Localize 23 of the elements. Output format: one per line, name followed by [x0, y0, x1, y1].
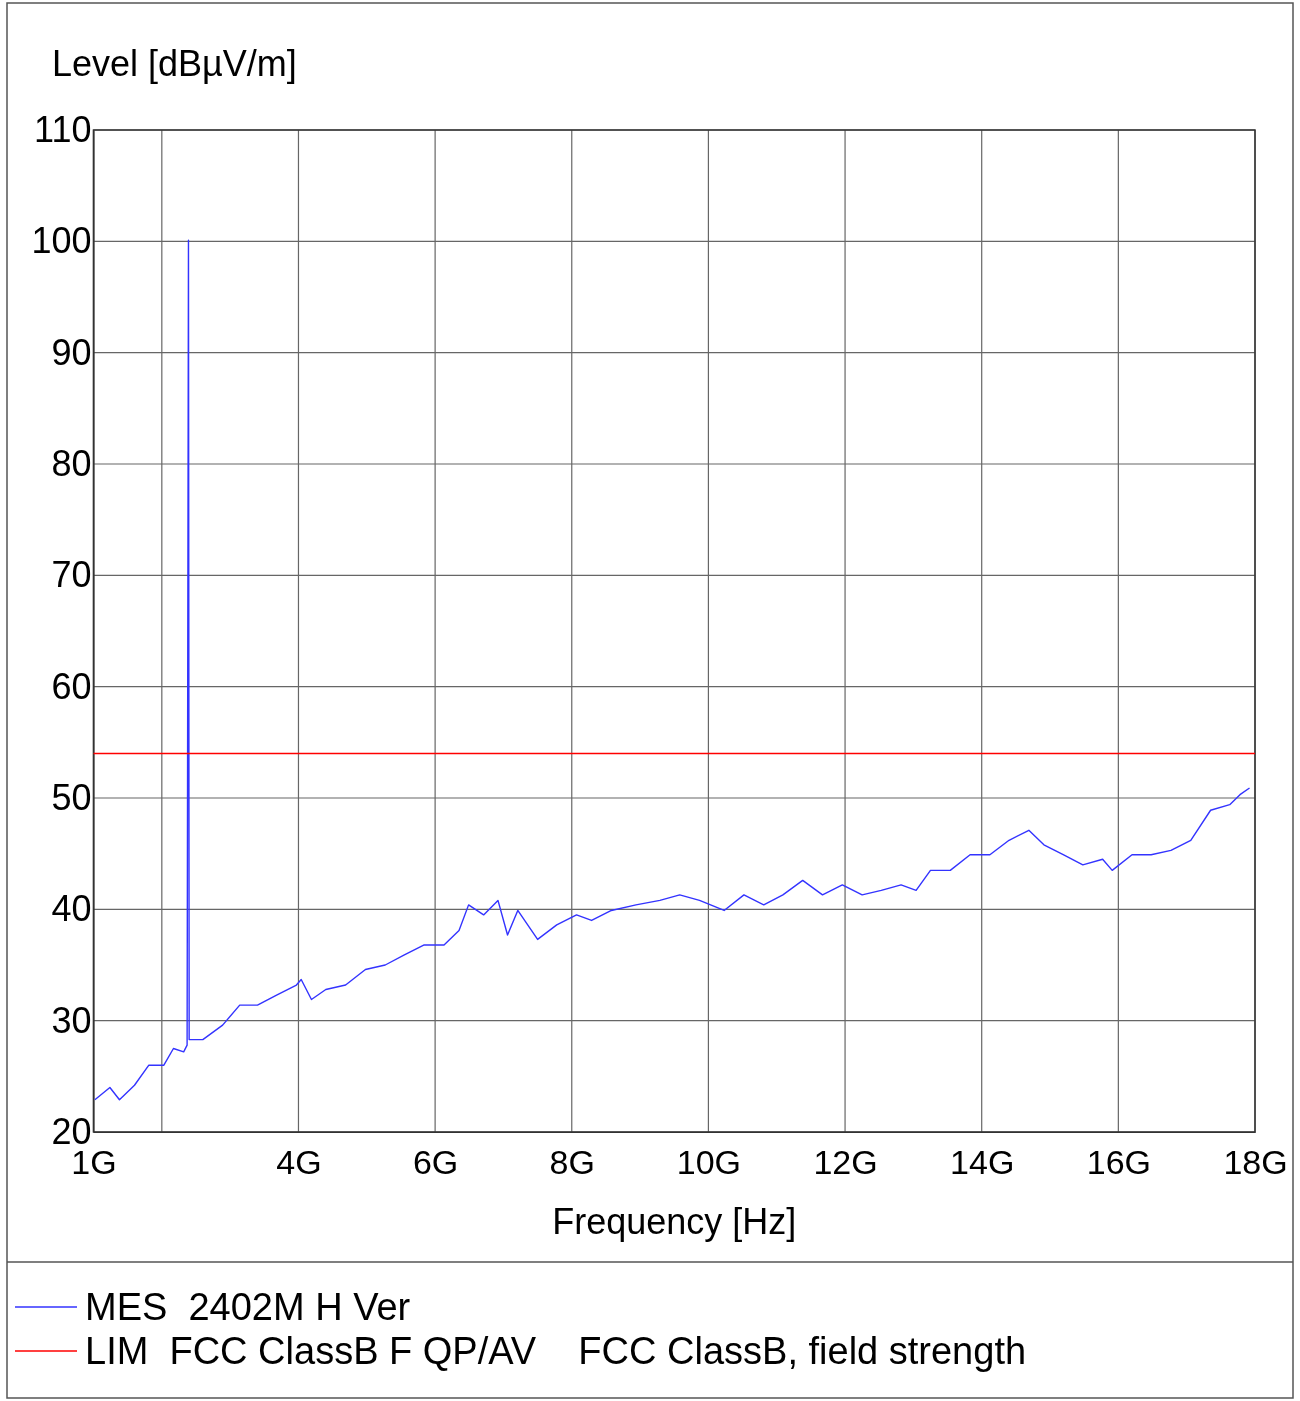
- y-tick-label: 110: [34, 109, 92, 151]
- y-tick-label: 100: [31, 220, 92, 262]
- y-tick-label: 70: [51, 554, 92, 596]
- x-tick-label: 16G: [1086, 1143, 1151, 1182]
- x-tick-label: 18G: [1223, 1143, 1288, 1182]
- y-axis-title: Level [dBµV/m]: [52, 43, 297, 84]
- x-tick-label: 8G: [549, 1143, 595, 1182]
- legend-label: MES 2402M H Ver: [85, 1286, 411, 1328]
- x-tick-label: 4G: [276, 1143, 322, 1182]
- legend-label: LIM FCC ClassB F QP/AV FCC ClassB, field strength: [85, 1330, 1027, 1372]
- x-axis-title: Frequency [Hz]: [552, 1201, 797, 1242]
- y-tick-label: 90: [51, 331, 92, 373]
- line-series: [94, 239, 1251, 1101]
- y-tick-label: 80: [51, 443, 92, 485]
- x-tick-label: 6G: [412, 1143, 459, 1182]
- y-tick-label: 30: [51, 999, 92, 1041]
- x-tick-label: 10G: [676, 1143, 742, 1182]
- x-tick-label: 14G: [950, 1143, 1015, 1182]
- x-tick-label: 1G: [71, 1143, 117, 1182]
- y-tick-label: 40: [51, 888, 92, 930]
- x-tick-label: 12G: [813, 1143, 878, 1182]
- y-tick-label: 50: [51, 777, 92, 819]
- y-tick-label: 60: [51, 665, 92, 707]
